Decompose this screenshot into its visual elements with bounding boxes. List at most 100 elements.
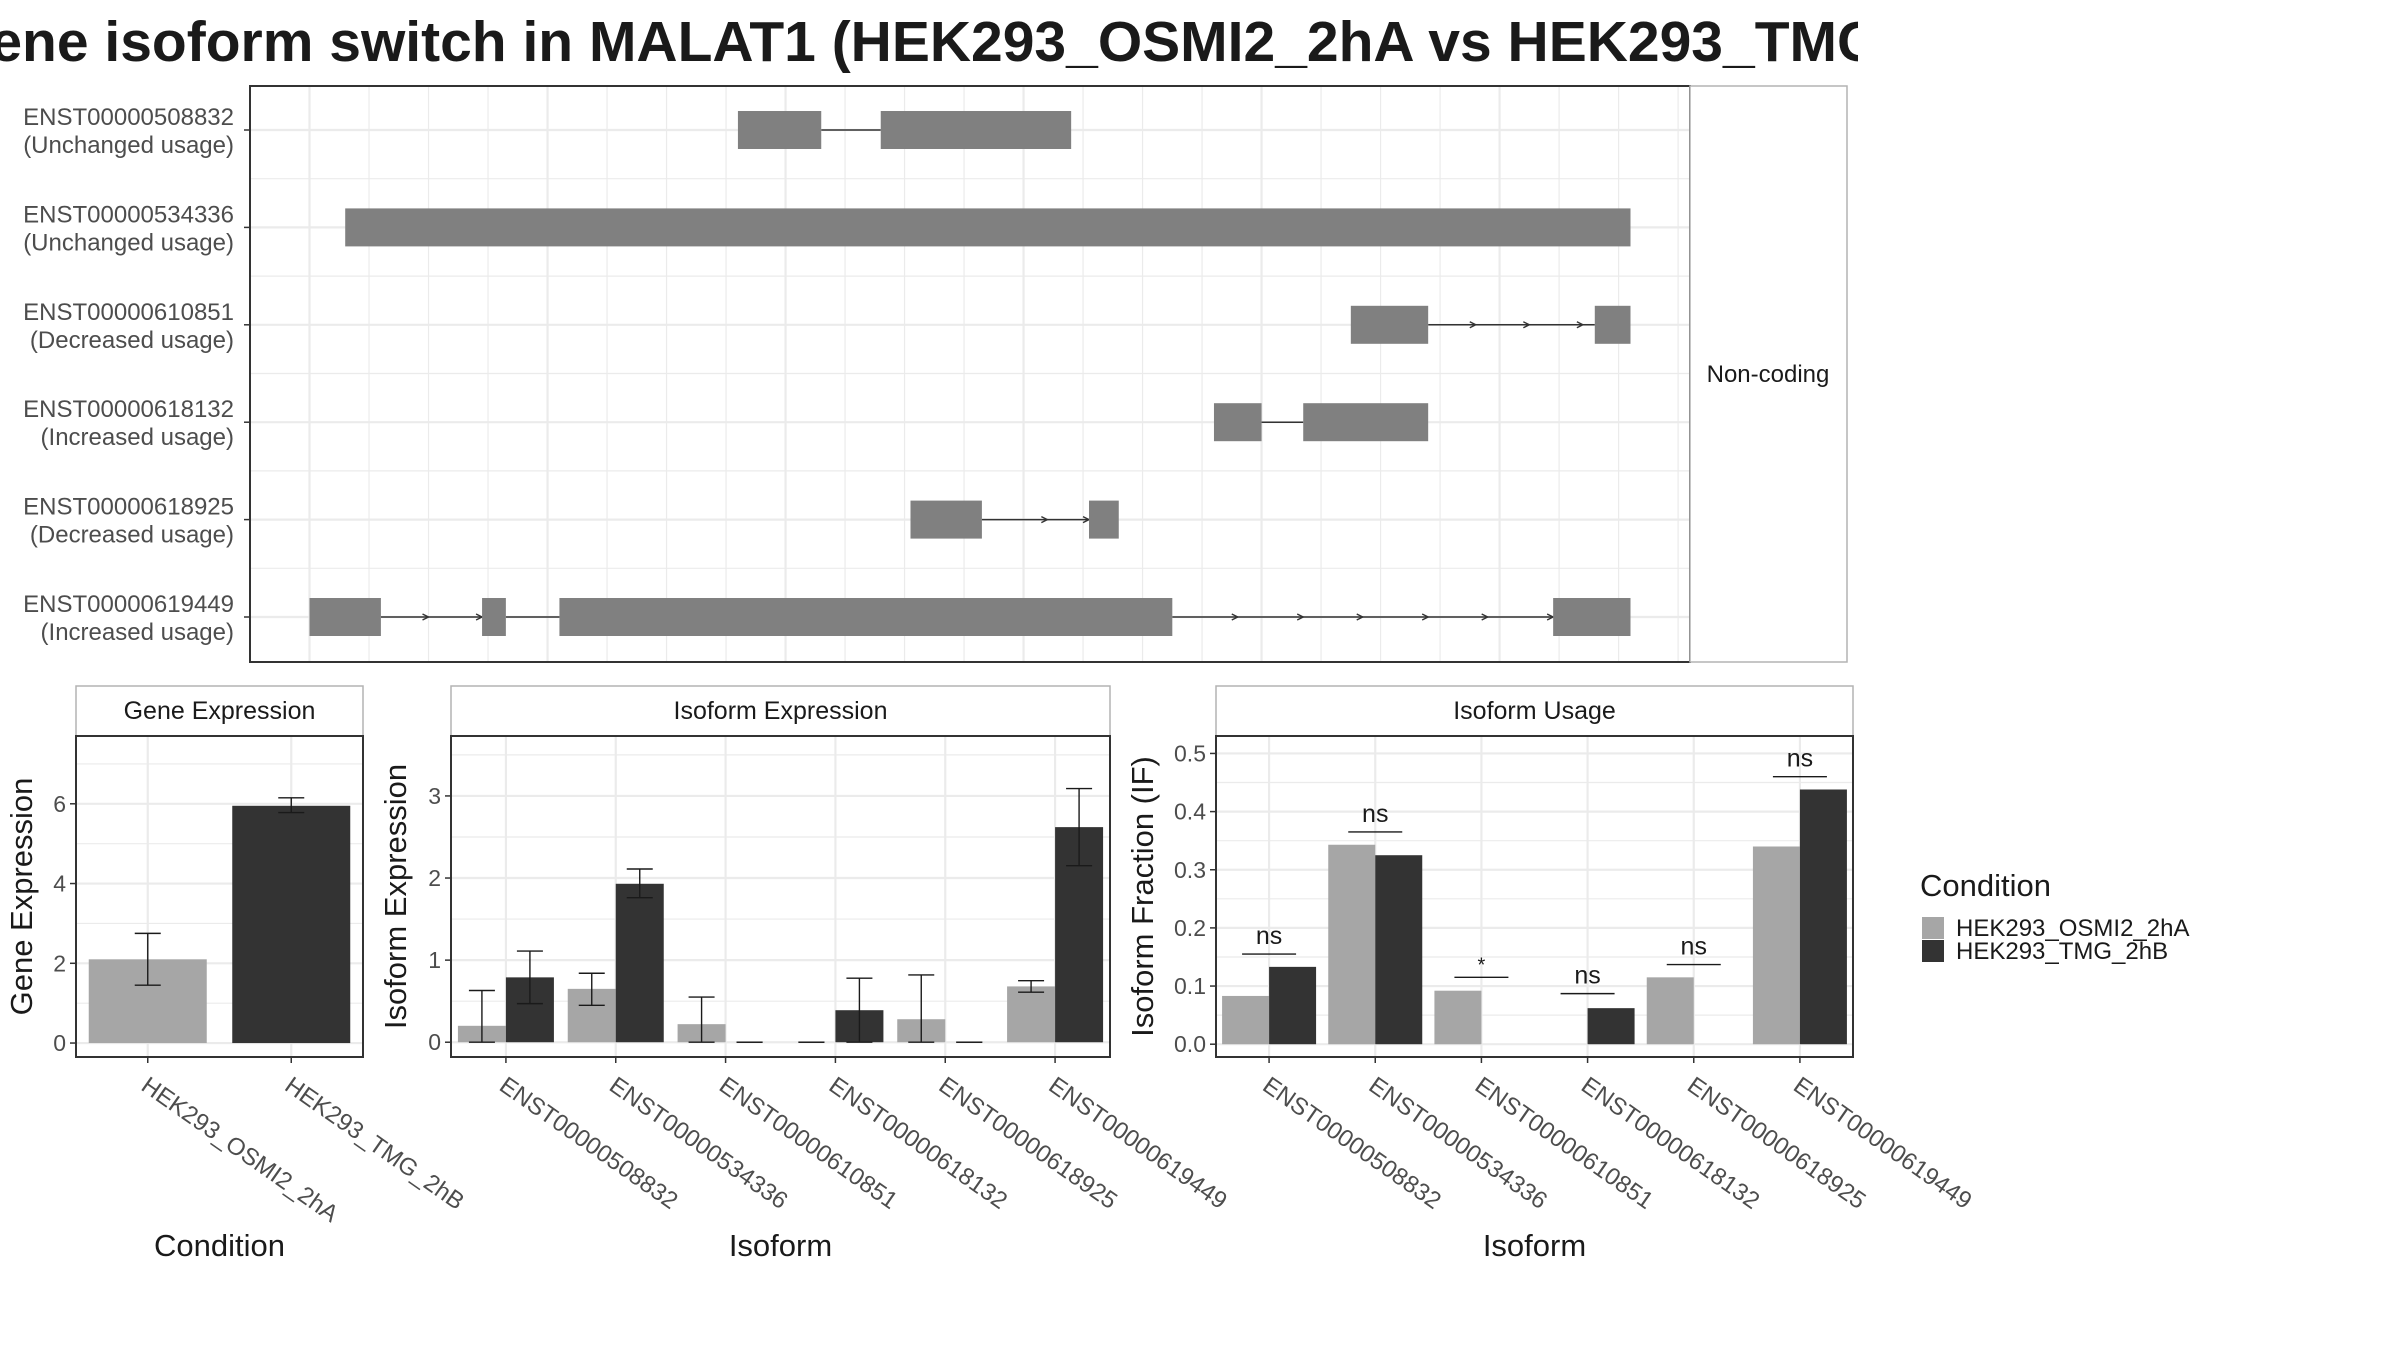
bar — [1222, 995, 1270, 1045]
x-tick-label: ENST00000610851 — [714, 1072, 902, 1215]
isoform-usage-label: (Decreased usage) — [30, 327, 234, 354]
intron-arrow — [1523, 321, 1531, 329]
exon-block — [345, 208, 1631, 247]
y-tick-label: 0 — [428, 1029, 441, 1055]
y-tick-label: 0.3 — [1174, 857, 1206, 883]
exon-block — [559, 598, 1173, 636]
panel-frame — [75, 735, 364, 1058]
isoform-usage-label: (Increased usage) — [41, 424, 234, 451]
exon-block — [1089, 500, 1119, 539]
x-tick-label: ENST00000534336 — [604, 1072, 792, 1215]
y-tick-label: 4 — [53, 871, 66, 897]
exon-block — [1553, 598, 1631, 636]
y-tick-label: 2 — [53, 950, 66, 976]
exon-block — [1350, 305, 1429, 344]
intron-arrow — [1481, 613, 1490, 621]
intron-arrow — [422, 613, 431, 621]
legend-entry-label: HEK293_TMG_2hB — [1956, 938, 2168, 965]
bar-panel-isoform-expression: Isoform Expression0123ENST00000508832ENS… — [378, 685, 1232, 1263]
isoform-id-label: ENST00000618925 — [23, 494, 234, 521]
significance-label: ns — [1681, 933, 1707, 961]
intron-arrow — [1356, 613, 1365, 621]
x-tick-label: ENST00000618925 — [1682, 1072, 1870, 1215]
isoform-id-label: ENST00000508832 — [23, 104, 234, 131]
significance-label: ns — [1574, 962, 1600, 990]
exon-block — [737, 111, 822, 149]
y-tick-label: 1 — [428, 947, 441, 973]
x-axis-title: Condition — [154, 1228, 285, 1263]
intron-arrow — [1041, 515, 1049, 524]
bar — [1434, 990, 1482, 1045]
y-axis-title: Isoform Expression — [378, 764, 413, 1029]
x-tick-label: ENST00000618132 — [824, 1072, 1012, 1215]
isoform-id-label: ENST00000619449 — [23, 591, 234, 618]
y-tick-label: 0 — [53, 1030, 66, 1056]
x-axis-title: Isoform — [1483, 1228, 1586, 1263]
bar — [1799, 789, 1847, 1045]
exon-block — [1213, 403, 1262, 442]
panel-title: Isoform Usage — [1453, 697, 1616, 725]
intron-arrow — [1469, 321, 1478, 329]
significance-label: * — [1478, 954, 1486, 976]
intron-arrow — [1421, 613, 1430, 621]
y-tick-label: 0.4 — [1174, 799, 1206, 825]
isoform-id-label: ENST00000534336 — [23, 201, 234, 228]
x-tick-label: ENST00000508832 — [1258, 1072, 1446, 1215]
isoform-usage-label: (Unchanged usage) — [23, 229, 234, 256]
panel-frame — [450, 735, 1111, 1058]
isoform-usage-label: (Unchanged usage) — [23, 132, 234, 159]
legend-swatch — [1922, 917, 1944, 939]
y-tick-label: 6 — [53, 791, 66, 817]
panel-strip — [450, 685, 1111, 737]
x-tick-label: ENST00000618925 — [934, 1072, 1122, 1215]
panel-title: Gene Expression — [124, 697, 316, 725]
significance-label: ns — [1256, 922, 1282, 950]
x-axis-title: Isoform — [729, 1228, 832, 1263]
isoform-id-label: ENST00000618132 — [23, 396, 234, 423]
panel-title: Isoform Expression — [674, 697, 888, 725]
facet-strip — [1689, 85, 1848, 663]
facet-strip-label: Non-coding — [1707, 361, 1830, 388]
structure-panel: ENST00000508832(Unchanged usage)ENST0000… — [23, 85, 1848, 663]
title-clip: Gene isoform switch in MALAT1 (HEK293_OS… — [0, 0, 1858, 82]
panel-strip — [1215, 685, 1854, 737]
y-axis-title: Gene Expression — [4, 778, 39, 1016]
y-axis-title: Isoform Fraction (IF) — [1125, 756, 1160, 1037]
exon-block — [1303, 403, 1429, 442]
panel-strip — [75, 685, 364, 737]
bar — [232, 805, 351, 1044]
chart-title: Gene isoform switch in MALAT1 (HEK293_OS… — [0, 10, 1858, 74]
y-tick-label: 0.5 — [1174, 740, 1206, 766]
bar-panel-isoform-usage: Isoform Usage ns ns * ns ns ns 0.0 0.1 0.2 0.3 0.4 0… — [1125, 685, 1977, 1263]
x-tick-label: ENST00000610851 — [1470, 1072, 1658, 1215]
x-tick-label: ENST00000618132 — [1576, 1072, 1764, 1215]
significance-label: ns — [1787, 745, 1813, 773]
exon-block — [880, 111, 1072, 149]
significance-label: ns — [1362, 800, 1388, 828]
x-tick-label: ENST00000619449 — [1788, 1072, 1976, 1215]
bar — [1646, 977, 1694, 1045]
intron-arrow — [1576, 321, 1585, 329]
intron-arrow — [1546, 613, 1555, 621]
exon-block — [910, 500, 982, 539]
legend-swatch — [1922, 940, 1944, 962]
panel-frame — [1215, 735, 1854, 1058]
isoform-id-label: ENST00000610851 — [23, 299, 234, 326]
exon-block — [1594, 305, 1631, 344]
bar — [615, 883, 664, 1043]
x-tick-label: ENST00000534336 — [1364, 1072, 1552, 1215]
isoform-usage-label: (Increased usage) — [41, 619, 234, 646]
bar — [1587, 1008, 1635, 1045]
intron-arrow — [1231, 613, 1240, 621]
bar — [1007, 986, 1056, 1043]
y-tick-label: 0.2 — [1174, 915, 1206, 941]
y-tick-label: 3 — [428, 783, 441, 809]
y-tick-label: 0.0 — [1174, 1031, 1206, 1057]
x-tick-label: ENST00000508832 — [494, 1072, 682, 1215]
exon-block — [482, 598, 506, 636]
bar — [1328, 844, 1376, 1045]
bar — [1375, 855, 1423, 1045]
legend-title: Condition — [1920, 868, 2051, 903]
